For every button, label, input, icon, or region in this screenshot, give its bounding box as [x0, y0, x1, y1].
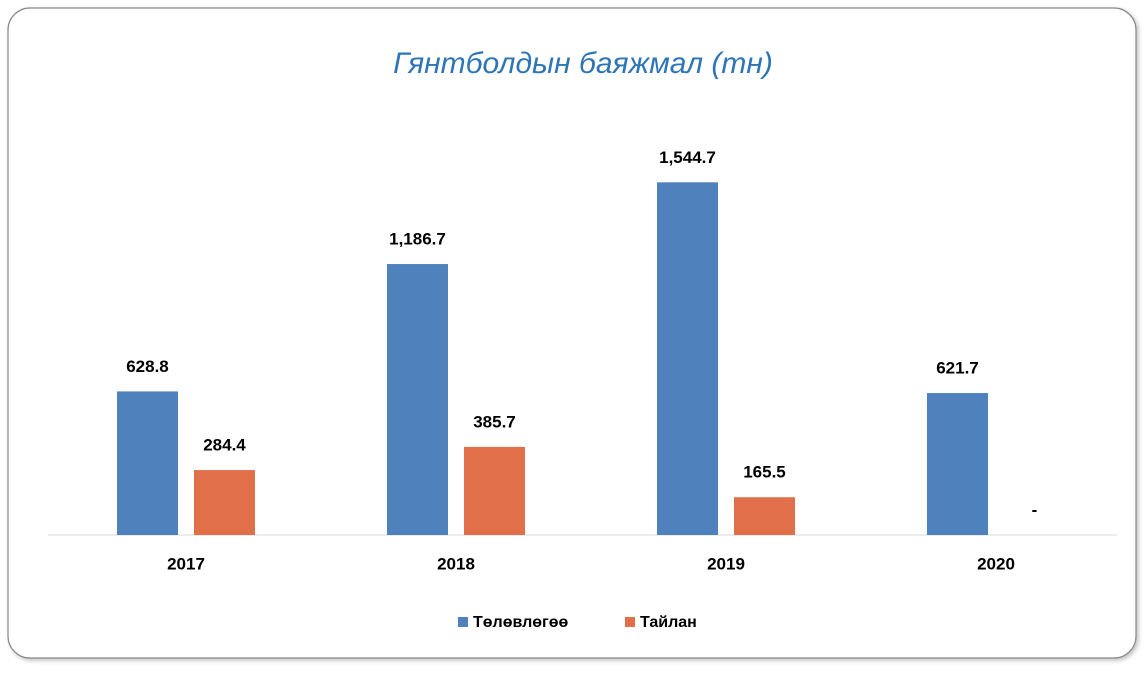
bar — [927, 393, 988, 535]
data-label: 385.7 — [473, 412, 516, 431]
bar — [657, 182, 718, 535]
data-label: 621.7 — [936, 359, 979, 378]
bar — [194, 470, 255, 535]
chart-frame — [7, 7, 1137, 659]
data-label: - — [1032, 500, 1038, 519]
data-label: 1,544.7 — [659, 148, 716, 167]
bar — [464, 446, 525, 535]
legend-swatch — [458, 617, 468, 627]
bar — [117, 391, 178, 535]
legend-label: Тайлан — [640, 614, 697, 631]
data-label: 1,186.7 — [389, 230, 446, 249]
x-tick-label: 2020 — [977, 554, 1015, 573]
x-tick-label: 2019 — [707, 554, 745, 573]
bar — [734, 497, 795, 535]
x-tick-label: 2018 — [437, 554, 475, 573]
legend-swatch — [625, 617, 635, 627]
legend-label: Төлөвлөгөө — [473, 614, 568, 631]
data-label: 284.4 — [203, 436, 246, 455]
chart-title: Гянтболдын баяжмал (тн) — [393, 47, 773, 80]
x-tick-label: 2017 — [167, 554, 205, 573]
data-label: 628.8 — [126, 357, 169, 376]
bar — [387, 264, 448, 535]
data-label: 165.5 — [743, 463, 786, 482]
